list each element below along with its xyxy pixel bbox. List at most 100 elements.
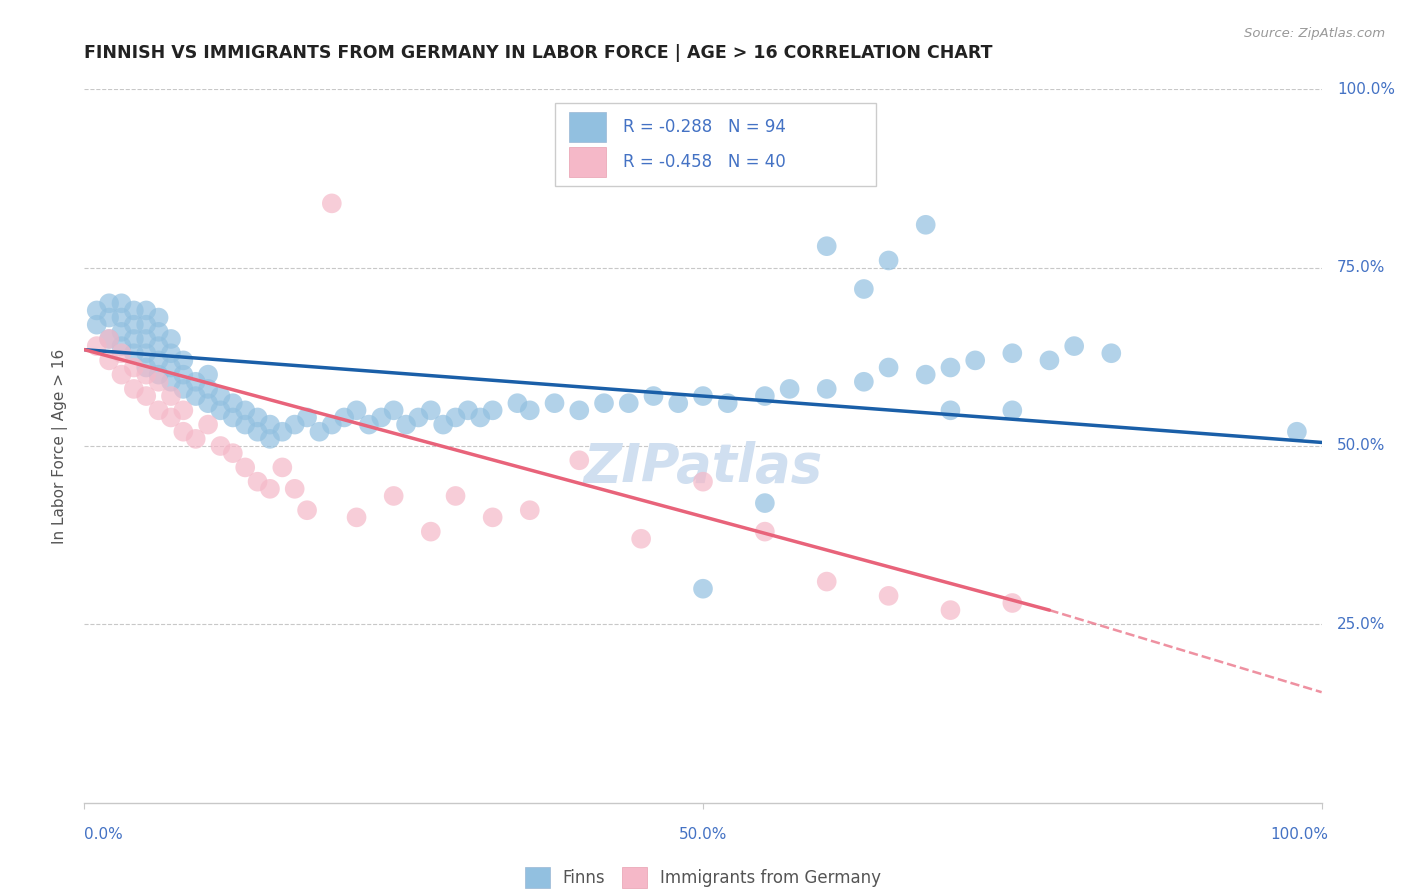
Point (877, 253, 900, 268)
Point (357, 417, 380, 432)
Point (172, 425, 194, 439)
Point (172, 403, 194, 417)
Point (160, 360, 183, 375)
Point (98, 332, 121, 346)
Point (419, 524, 441, 539)
Point (877, 589, 900, 603)
Point (160, 332, 183, 346)
Point (184, 389, 207, 403)
Point (122, 346, 145, 360)
Point (197, 396, 219, 410)
FancyBboxPatch shape (569, 112, 606, 142)
Point (122, 360, 145, 375)
Point (197, 382, 219, 396)
Point (1001, 403, 1024, 417)
Point (197, 368, 219, 382)
Point (135, 360, 157, 375)
Point (148, 375, 170, 389)
Point (209, 439, 232, 453)
Text: 0.0%: 0.0% (84, 827, 124, 841)
Point (815, 382, 838, 396)
Text: Source: ZipAtlas.com: Source: ZipAtlas.com (1244, 27, 1385, 40)
Text: 50.0%: 50.0% (679, 827, 727, 841)
Text: 25.0%: 25.0% (1337, 617, 1385, 632)
Point (444, 489, 467, 503)
Point (259, 432, 281, 446)
Point (98, 296, 121, 310)
Point (98, 332, 121, 346)
Point (481, 403, 503, 417)
Point (630, 532, 652, 546)
Point (110, 310, 132, 325)
Point (815, 239, 838, 253)
Point (914, 218, 936, 232)
Point (568, 403, 591, 417)
Point (98, 353, 121, 368)
Point (506, 396, 529, 410)
Point (519, 503, 541, 517)
Point (246, 425, 269, 439)
Point (135, 346, 157, 360)
Point (692, 389, 714, 403)
Point (122, 303, 145, 318)
Point (86, 339, 108, 353)
Point (321, 417, 343, 432)
Point (122, 332, 145, 346)
Point (110, 368, 132, 382)
Point (172, 382, 194, 396)
Point (222, 446, 245, 460)
Point (122, 382, 145, 396)
Point (346, 403, 368, 417)
Point (197, 417, 219, 432)
Point (1001, 596, 1024, 610)
Point (122, 318, 145, 332)
Point (382, 489, 405, 503)
Point (222, 410, 245, 425)
Point (965, 353, 987, 368)
Text: R = -0.458   N = 40: R = -0.458 N = 40 (623, 153, 786, 171)
Point (939, 360, 962, 375)
Point (939, 603, 962, 617)
Point (395, 417, 418, 432)
Point (444, 410, 467, 425)
Point (233, 403, 256, 417)
Point (1038, 353, 1060, 368)
Point (914, 368, 936, 382)
Point (172, 368, 194, 382)
Point (519, 403, 541, 417)
Point (259, 482, 281, 496)
Text: 100.0%: 100.0% (1271, 827, 1329, 841)
Point (98, 310, 121, 325)
Point (271, 460, 294, 475)
Point (172, 353, 194, 368)
Point (1063, 339, 1085, 353)
Point (110, 325, 132, 339)
Point (295, 410, 318, 425)
Point (233, 460, 256, 475)
FancyBboxPatch shape (554, 103, 876, 186)
Point (148, 325, 170, 339)
Point (408, 410, 430, 425)
Point (666, 396, 689, 410)
Point (246, 410, 269, 425)
Point (692, 582, 714, 596)
Text: 75.0%: 75.0% (1337, 260, 1385, 275)
Point (246, 475, 269, 489)
Point (815, 574, 838, 589)
Point (939, 403, 962, 417)
Point (370, 410, 392, 425)
Point (1285, 425, 1308, 439)
Point (333, 410, 356, 425)
Point (160, 346, 183, 360)
Point (222, 396, 245, 410)
Point (135, 318, 157, 332)
Point (617, 396, 640, 410)
Point (110, 346, 132, 360)
Point (110, 296, 132, 310)
Point (86, 303, 108, 318)
Point (643, 389, 665, 403)
Text: 100.0%: 100.0% (1337, 82, 1395, 96)
Point (457, 403, 479, 417)
Point (568, 453, 591, 467)
Point (779, 382, 801, 396)
